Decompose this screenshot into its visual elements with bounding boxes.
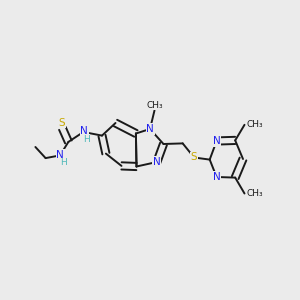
- Text: CH₃: CH₃: [247, 120, 263, 129]
- Text: N: N: [213, 172, 220, 182]
- Text: H: H: [83, 135, 90, 144]
- Text: N: N: [80, 126, 88, 136]
- Text: N: N: [213, 136, 220, 146]
- Text: S: S: [191, 152, 197, 163]
- Text: N: N: [56, 150, 64, 160]
- Text: CH₃: CH₃: [146, 100, 163, 109]
- Text: S: S: [58, 118, 65, 128]
- Text: N: N: [153, 157, 161, 167]
- Text: CH₃: CH₃: [247, 189, 263, 198]
- Text: H: H: [60, 158, 66, 167]
- Text: N: N: [146, 124, 154, 134]
